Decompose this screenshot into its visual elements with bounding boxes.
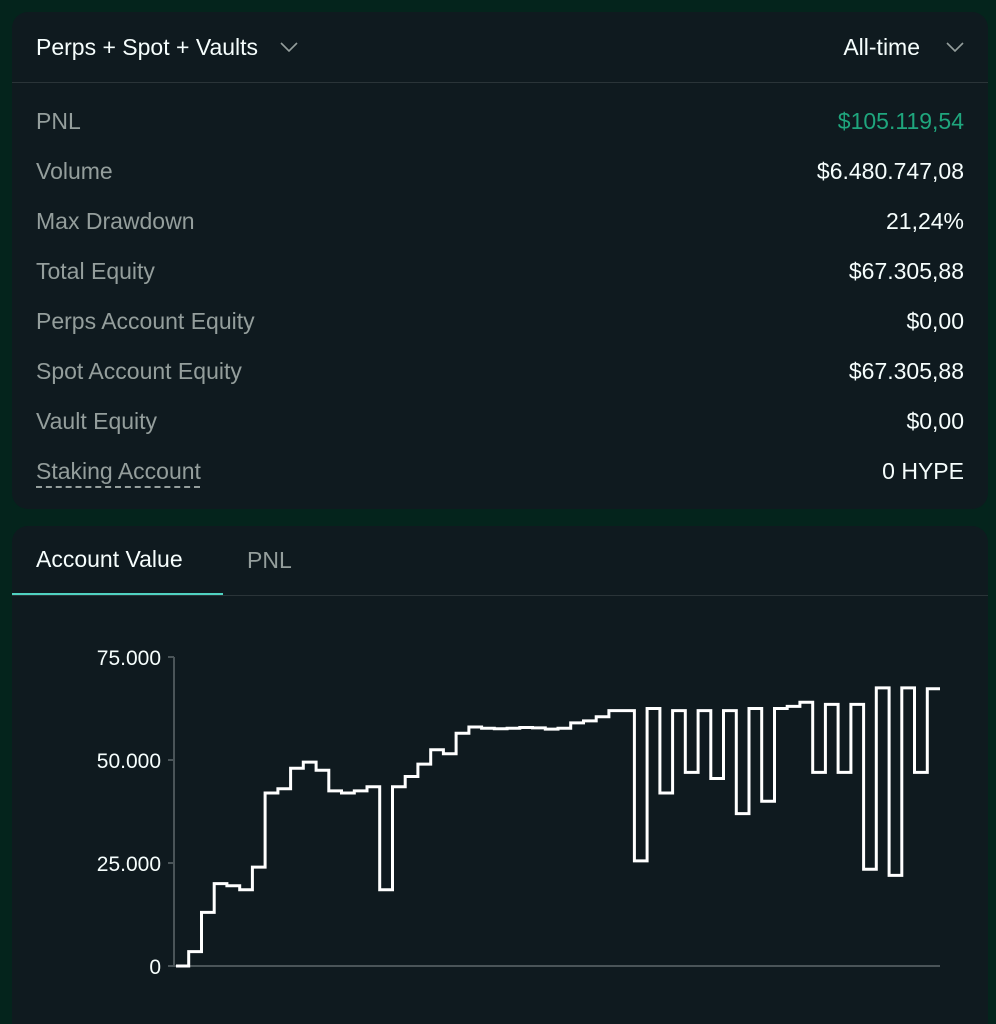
stats-list: PNL $105.119,54 Volume $6.480.747,08 Max… (36, 96, 964, 496)
stat-row-staking: Staking Account 0 HYPE (36, 446, 964, 496)
account-type-dropdown[interactable]: Perps + Spot + Vaults (36, 12, 298, 82)
y-tick-label: 0 (149, 956, 161, 979)
account-type-label: Perps + Spot + Vaults (36, 33, 259, 60)
stat-value: 21,24% (885, 207, 964, 234)
y-axis: 0 25.000 50.000 75.000 (97, 647, 175, 979)
stat-value: $67.305,88 (848, 357, 964, 384)
stat-row-vault-equity: Vault Equity $0,00 (36, 396, 964, 446)
y-tick-label: 50.000 (97, 750, 161, 773)
stat-row-volume: Volume $6.480.747,08 (36, 146, 964, 196)
chevron-down-icon (280, 42, 298, 52)
stat-row-pnl: PNL $105.119,54 (36, 96, 964, 146)
account-value-chart[interactable]: 0 25.000 50.000 75.000 (12, 596, 988, 1024)
stat-row-total-equity: Total Equity $67.305,88 (36, 246, 964, 296)
chevron-down-icon (946, 42, 964, 52)
stat-row-max-drawdown: Max Drawdown 21,24% (36, 196, 964, 246)
y-tick-label: 75.000 (97, 647, 161, 670)
stat-row-spot-equity: Spot Account Equity $67.305,88 (36, 346, 964, 396)
stat-value: 0 HYPE (882, 457, 964, 484)
time-range-dropdown[interactable]: All-time (843, 12, 964, 82)
account-value-line (176, 686, 940, 968)
stat-label: Perps Account Equity (36, 307, 255, 334)
chart-tabs: Account Value PNL (12, 526, 988, 596)
stat-label: Volume (36, 157, 113, 184)
time-range-label: All-time (843, 33, 920, 60)
y-tick-label: 25.000 (97, 853, 161, 876)
tab-pnl[interactable]: PNL (247, 547, 292, 573)
stat-value: $0,00 (906, 307, 964, 334)
stat-label: Total Equity (36, 257, 155, 284)
tab-account-value[interactable]: Account Value (12, 526, 223, 595)
stat-value: $67.305,88 (848, 257, 964, 284)
stat-value: $105.119,54 (837, 107, 964, 134)
stat-value: $0,00 (906, 407, 964, 434)
stat-label: Vault Equity (36, 407, 158, 434)
stat-label: Spot Account Equity (36, 357, 242, 384)
selector-row: Perps + Spot + Vaults All-time (12, 12, 988, 83)
stat-label: Max Drawdown (36, 207, 195, 234)
account-summary-card: Perps + Spot + Vaults All-time PNL $105.… (12, 12, 988, 509)
chart-series (176, 686, 940, 968)
chart-card: Account Value PNL 0 25.000 50.000 75.000 (12, 526, 988, 1024)
staking-account-tooltip-trigger[interactable]: Staking Account (36, 457, 201, 484)
stat-value: $6.480.747,08 (816, 157, 964, 184)
stat-label: PNL (36, 107, 81, 134)
stat-row-perps-equity: Perps Account Equity $0,00 (36, 296, 964, 346)
